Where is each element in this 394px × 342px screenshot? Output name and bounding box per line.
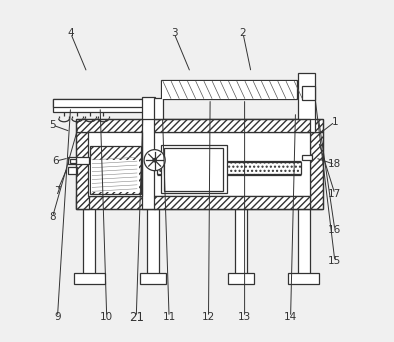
- Bar: [310, 132, 323, 209]
- Text: 18: 18: [328, 159, 342, 169]
- Text: 12: 12: [202, 312, 215, 322]
- Bar: [53, 100, 149, 107]
- Text: 15: 15: [328, 256, 342, 266]
- Bar: [74, 274, 105, 284]
- Bar: [68, 157, 89, 165]
- Bar: [88, 132, 142, 196]
- Bar: [84, 207, 95, 274]
- Bar: [91, 159, 139, 192]
- Bar: [235, 207, 247, 274]
- Circle shape: [153, 159, 156, 162]
- Text: 9: 9: [54, 312, 61, 322]
- Bar: [139, 274, 166, 284]
- Bar: [154, 119, 310, 132]
- Text: 2: 2: [240, 28, 246, 38]
- Bar: [288, 274, 320, 284]
- Bar: [53, 100, 149, 112]
- Text: 16: 16: [328, 225, 342, 235]
- Text: 13: 13: [238, 312, 251, 322]
- Bar: [154, 196, 310, 209]
- Bar: [142, 97, 155, 209]
- Text: 14: 14: [284, 312, 297, 322]
- Text: 5: 5: [49, 120, 56, 130]
- Bar: [68, 167, 76, 174]
- Text: 1: 1: [332, 117, 338, 127]
- Bar: [302, 155, 312, 160]
- Text: 3: 3: [171, 28, 177, 38]
- Bar: [147, 207, 159, 274]
- Bar: [154, 98, 163, 119]
- Bar: [161, 80, 297, 100]
- Bar: [76, 196, 322, 209]
- Bar: [154, 132, 310, 196]
- Bar: [298, 207, 310, 274]
- Bar: [228, 274, 255, 284]
- Bar: [298, 73, 315, 132]
- Bar: [76, 132, 89, 209]
- Bar: [76, 119, 323, 132]
- Bar: [70, 159, 76, 163]
- Bar: [161, 145, 227, 193]
- Text: 6: 6: [52, 156, 59, 166]
- Text: 10: 10: [100, 312, 113, 322]
- Text: 8: 8: [49, 212, 56, 222]
- Bar: [162, 81, 296, 99]
- Text: 7: 7: [54, 186, 61, 196]
- Bar: [90, 146, 141, 194]
- Bar: [302, 86, 315, 101]
- Circle shape: [144, 150, 165, 171]
- Text: 17: 17: [328, 189, 342, 199]
- Text: 11: 11: [162, 312, 176, 322]
- Bar: [157, 162, 301, 174]
- Text: 4: 4: [67, 28, 74, 38]
- Text: 21: 21: [129, 311, 144, 324]
- Bar: [164, 148, 223, 191]
